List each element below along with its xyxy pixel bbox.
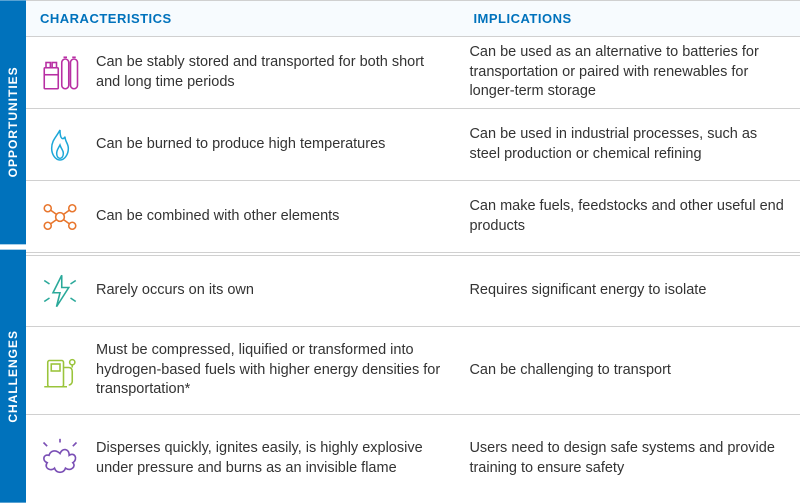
implication-text: Can be challenging to transport	[469, 361, 671, 381]
table-header-row: CHARACTERISTICS IMPLICATIONS	[26, 1, 800, 37]
characteristic-cell: Must be compressed, liquified or transfo…	[26, 327, 459, 414]
implication-text: Users need to design safe systems and pr…	[469, 439, 786, 478]
characteristic-text: Can be stably stored and transported for…	[96, 53, 445, 92]
table-row: Rarely occurs on its own Requires signif…	[26, 255, 800, 327]
implication-cell: Requires significant energy to isolate	[459, 256, 800, 326]
table-row: Must be compressed, liquified or transfo…	[26, 327, 800, 415]
characteristic-text: Can be combined with other elements	[96, 207, 339, 227]
characteristic-text: Disperses quickly, ignites easily, is hi…	[96, 439, 445, 478]
characteristics-table: CHARACTERISTICS IMPLICATIONS	[26, 0, 800, 503]
table-row: Can be burned to produce high temperatur…	[26, 109, 800, 181]
implication-cell: Users need to design safe systems and pr…	[459, 415, 800, 503]
molecule-icon	[36, 193, 84, 241]
implication-cell: Can make fuels, feedstocks and other use…	[459, 181, 800, 252]
challenges-sidebar-label: CHALLENGES	[0, 250, 26, 503]
characteristic-text: Must be compressed, liquified or transfo…	[96, 341, 445, 400]
characteristic-cell: Rarely occurs on its own	[26, 256, 459, 326]
implication-cell: Can be used as an alternative to batteri…	[459, 37, 800, 108]
implication-text: Can make fuels, feedstocks and other use…	[469, 197, 786, 236]
category-sidebar: OPPORTUNITIES CHALLENGES	[0, 0, 26, 503]
implication-cell: Can be challenging to transport	[459, 327, 800, 414]
flame-icon	[36, 121, 84, 169]
table-wrapper: OPPORTUNITIES CHALLENGES CHARACTERISTICS…	[0, 0, 800, 503]
characteristic-cell: Can be stably stored and transported for…	[26, 37, 459, 108]
characteristic-text: Rarely occurs on its own	[96, 281, 254, 301]
implication-text: Can be used as an alternative to batteri…	[469, 43, 786, 102]
characteristic-text: Can be burned to produce high temperatur…	[96, 135, 385, 155]
characteristic-cell: Disperses quickly, ignites easily, is hi…	[26, 415, 459, 503]
fuel-pump-icon	[36, 347, 84, 395]
header-implications: IMPLICATIONS	[459, 1, 800, 36]
table-row: Can be combined with other elements Can …	[26, 181, 800, 253]
implication-cell: Can be used in industrial processes, suc…	[459, 109, 800, 180]
lightning-icon	[36, 267, 84, 315]
implication-text: Can be used in industrial processes, suc…	[469, 125, 786, 164]
header-characteristics: CHARACTERISTICS	[26, 1, 459, 36]
opportunities-sidebar-label: OPPORTUNITIES	[0, 0, 26, 244]
table-row: Can be stably stored and transported for…	[26, 37, 800, 109]
storage-icon	[36, 49, 84, 97]
table-row: Disperses quickly, ignites easily, is hi…	[26, 415, 800, 503]
characteristic-cell: Can be combined with other elements	[26, 181, 459, 252]
characteristic-cell: Can be burned to produce high temperatur…	[26, 109, 459, 180]
explosion-icon	[36, 435, 84, 483]
implication-text: Requires significant energy to isolate	[469, 281, 706, 301]
